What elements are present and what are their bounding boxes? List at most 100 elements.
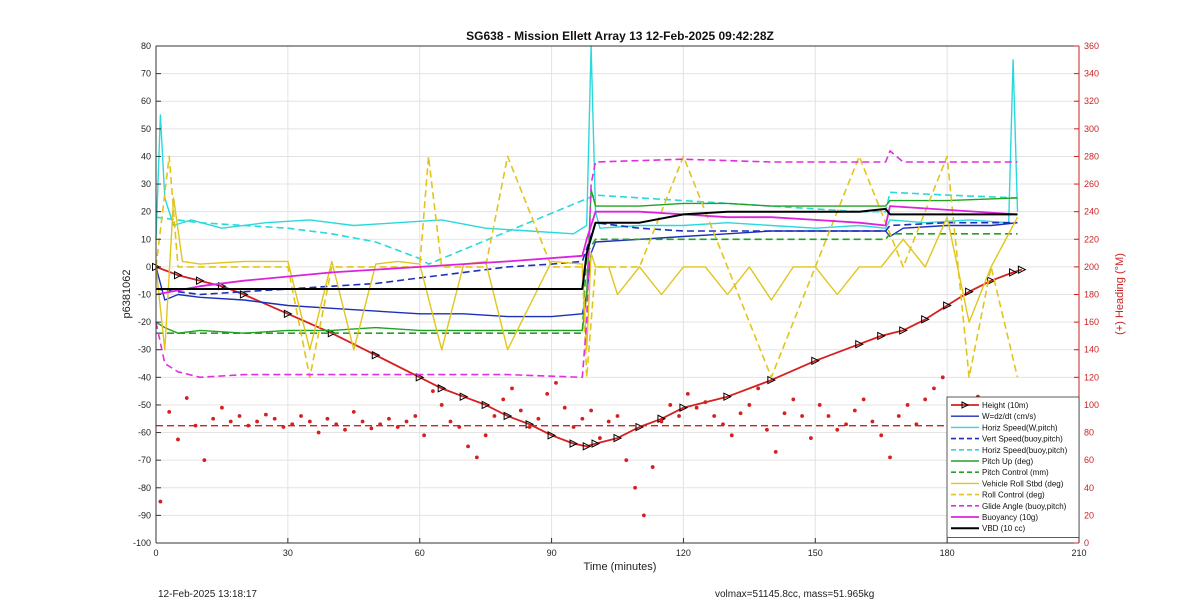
y2-tick-label: 60 <box>1084 455 1094 465</box>
heading-point <box>870 419 875 424</box>
height-marker <box>679 403 689 413</box>
heading-point <box>852 408 857 413</box>
y2-tick-label: 180 <box>1084 290 1099 300</box>
footer-info: volmax=51145.8cc, mass=51.965kg <box>715 589 875 600</box>
height-marker <box>173 270 183 280</box>
y2-tick-label: 140 <box>1084 345 1099 355</box>
series-line-vert-speed-buoy-pitch <box>155 221 1018 296</box>
y2-tick-label: 40 <box>1084 483 1094 493</box>
heading-point <box>167 409 172 414</box>
heading-point <box>439 403 444 407</box>
y-tick-label: 10 <box>141 234 151 244</box>
heading-point <box>501 397 506 402</box>
height-marker <box>569 439 579 448</box>
heading-point <box>615 414 620 418</box>
height-marker <box>877 331 886 341</box>
heading-point <box>536 416 541 421</box>
heading-point <box>747 403 752 407</box>
y-tick-label: -80 <box>138 483 151 493</box>
height-marker <box>437 384 447 393</box>
heading-point <box>158 499 163 504</box>
y-tick-label: 80 <box>141 41 151 51</box>
heading-point <box>228 419 233 424</box>
heading-point <box>510 386 514 391</box>
legend-label: Vehicle Roll Stbd (deg) <box>982 479 1064 488</box>
legend-label: VBD (10 cc) <box>982 524 1025 533</box>
heading-point <box>413 414 418 418</box>
x-tick-label: 180 <box>940 548 955 558</box>
height-marker <box>327 328 337 338</box>
heading-point <box>202 458 207 463</box>
y2-tick-label: 100 <box>1084 400 1099 410</box>
heading-point <box>316 430 321 435</box>
height-marker <box>582 442 592 451</box>
heading-point <box>422 433 427 438</box>
x-tick-label: 90 <box>547 548 557 558</box>
heading-point <box>360 419 365 424</box>
heading-point <box>211 416 216 421</box>
x-tick-label: 150 <box>808 548 823 558</box>
x-tick-label: 60 <box>415 548 425 558</box>
legend-label: Horiz Speed(W,pitch) <box>982 423 1058 432</box>
y2-axis-label: (+) Heading (°M) <box>1114 253 1126 335</box>
heading-point <box>184 396 189 400</box>
heading-point <box>800 414 804 418</box>
heading-point <box>562 405 567 410</box>
x-tick-label: 210 <box>1071 548 1086 558</box>
y-tick-label: 70 <box>141 69 151 79</box>
heading-point <box>431 389 435 394</box>
heading-point <box>940 375 945 380</box>
heading-point <box>888 455 892 460</box>
series-line-roll-control-deg <box>155 155 1019 379</box>
heading-point <box>598 436 602 440</box>
heading-point <box>756 386 761 391</box>
heading-point <box>738 411 743 416</box>
heading-point <box>272 416 277 421</box>
legend-label: Buoyancy (10g) <box>982 513 1038 522</box>
height-marker <box>195 276 205 286</box>
height-marker <box>723 392 732 401</box>
chart-title: SG638 - Mission Ellett Array 13 12-Feb-2… <box>466 29 774 43</box>
heading-point <box>466 444 470 449</box>
heading-point <box>896 414 901 418</box>
heading-point <box>220 405 224 410</box>
heading-point <box>703 400 708 405</box>
heading-point <box>817 403 822 407</box>
heading-point <box>826 414 831 418</box>
series-heading-m <box>158 375 1015 518</box>
height-marker <box>899 326 908 335</box>
legend-box <box>946 396 1080 538</box>
height-marker <box>591 439 601 448</box>
x-tick-label: 120 <box>676 548 691 558</box>
height-marker <box>855 339 864 349</box>
height-marker <box>1017 265 1027 274</box>
legend-label: Height (10m) <box>982 401 1029 410</box>
heading-point <box>176 437 180 442</box>
height-marker <box>1009 268 1018 277</box>
height-marker <box>943 301 952 310</box>
heading-point <box>518 408 523 413</box>
y2-tick-label: 220 <box>1084 234 1099 244</box>
height-marker <box>217 281 227 291</box>
y-tick-label: 0 <box>146 262 151 272</box>
plot-area <box>152 45 1027 518</box>
y2-tick-label: 160 <box>1084 317 1099 327</box>
y-axis-label: p6381062 <box>121 270 133 319</box>
height-marker <box>481 400 491 410</box>
heading-point <box>677 414 681 418</box>
heading-point <box>782 411 787 416</box>
height-marker <box>547 431 557 440</box>
y2-tick-label: 0 <box>1084 538 1089 548</box>
legend-label: Glide Angle (buoy,pitch) <box>982 502 1067 511</box>
series-line-pitch-control-mm <box>156 233 1018 335</box>
series-line-vbd-10-cc <box>156 207 1018 290</box>
y-tick-label: 40 <box>141 151 151 161</box>
heading-point <box>844 422 848 427</box>
heading-point <box>765 427 769 432</box>
y-tick-label: -100 <box>133 538 151 548</box>
height-marker <box>283 309 293 319</box>
legend-label: Pitch Control (mm) <box>982 468 1049 477</box>
y2-tick-label: 280 <box>1084 151 1099 161</box>
heading-point <box>263 412 268 417</box>
